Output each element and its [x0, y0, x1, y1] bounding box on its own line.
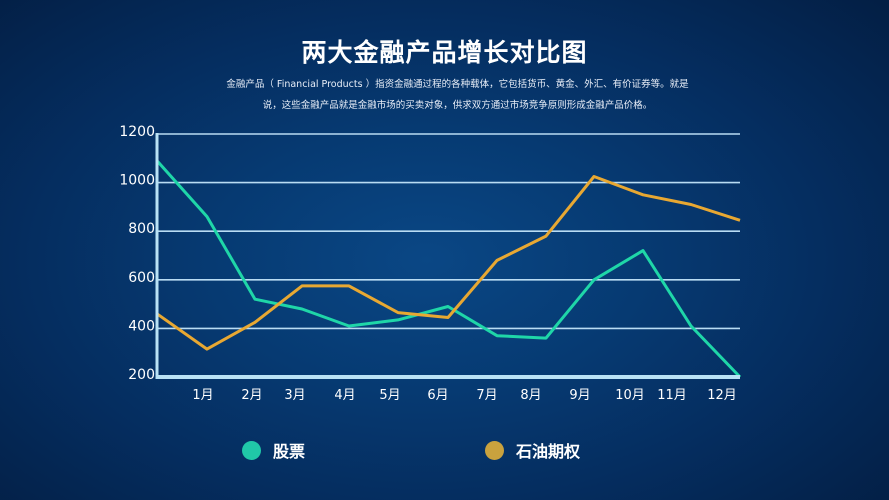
x-tick-label: 3月 [284, 388, 305, 403]
x-tick-label: 9月 [569, 388, 590, 403]
y-axis-labels: 1200 1000 800 600 400 200 [119, 124, 155, 383]
y-tick-label: 600 [128, 270, 155, 286]
description-line-1: 金融产品（ Financial Products ）指资金融通过程的各种载体，它… [226, 79, 689, 90]
x-tick-label: 8月 [520, 388, 541, 403]
x-axis-labels: 1月 2月 3月 4月 5月 6月 7月 8月 9月 10月 11月 12月 [192, 388, 736, 403]
gridlines [157, 133, 740, 330]
chart-description: 金融产品（ Financial Products ）指资金融通过程的各种载体，它… [200, 74, 715, 116]
stock-legend-dot-icon [242, 440, 261, 460]
x-tick-label: 6月 [427, 388, 448, 403]
chart-title: 两大金融产品增长对比图 [301, 38, 588, 67]
x-tick-label: 1月 [192, 388, 213, 403]
legend-label-stock: 股票 [273, 442, 306, 461]
oil-legend-dot-icon [485, 440, 504, 460]
y-tick-label: 400 [128, 318, 155, 334]
y-tick-label: 1000 [119, 173, 155, 189]
description-line-2: 说，这些金融产品就是金融市场的买卖对象，供求双方通过市场竞争原则形成金融产品价格… [262, 100, 653, 111]
x-tick-label: 10月 [615, 388, 645, 403]
y-tick-label: 200 [128, 367, 155, 383]
oil-options-series-line [156, 175, 741, 351]
legend-item-stock[interactable]: 股票 [242, 438, 305, 462]
y-tick-label: 800 [128, 221, 155, 237]
axes [155, 133, 740, 379]
legend-label-oil-options: 石油期权 [516, 442, 581, 461]
x-tick-label: 4月 [334, 388, 355, 403]
legend-item-oil-options[interactable]: 石油期权 [485, 438, 580, 462]
x-tick-label: 7月 [476, 388, 497, 403]
stock-series-line [155, 159, 742, 379]
data-series [155, 159, 742, 379]
x-tick-label: 2月 [241, 388, 262, 403]
x-tick-label: 12月 [707, 388, 737, 403]
x-tick-label: 5月 [379, 388, 400, 403]
x-tick-label: 11月 [657, 388, 687, 403]
y-tick-label: 1200 [119, 124, 155, 140]
